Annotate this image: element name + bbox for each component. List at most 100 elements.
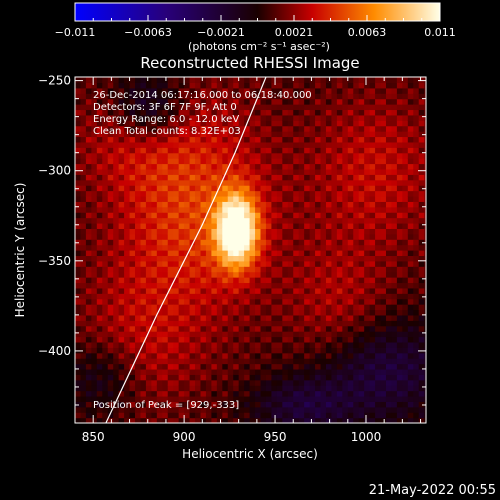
heatmap-cell [222,368,229,375]
heatmap-cell [396,250,403,257]
heatmap-cell [325,114,333,121]
heatmap-cell [304,179,311,186]
heatmap-cell [118,239,125,246]
heatmap-cell [342,401,349,408]
heatmap-cell [211,185,218,192]
heatmap-cell [216,255,223,262]
heatmap-cell [320,406,327,413]
heatmap-cell [107,228,114,235]
heatmap-cell [260,412,267,419]
heatmap-cell [178,266,185,273]
heatmap-cell [189,201,196,208]
heatmap-cell [309,325,316,332]
heatmap-cell [407,406,414,413]
heatmap-cell [402,179,409,186]
heatmap-cell [113,195,120,202]
heatmap-cell [145,331,152,338]
heatmap-cell [195,271,202,278]
heatmap-cell [96,255,103,262]
heatmap-cell [216,168,223,175]
heatmap-cell [315,98,322,105]
heatmap-cell [282,212,289,219]
heatmap-cell [222,109,229,116]
heatmap-cell [233,401,240,408]
heatmap-cell [380,347,387,354]
heatmap-cell [145,320,152,327]
heatmap-cell [347,395,354,402]
heatmap-cell [227,293,234,300]
heatmap-cell [227,109,234,116]
heatmap-cell [205,341,212,348]
heatmap-cell [287,282,294,289]
heatmap-cell [222,320,229,327]
heatmap-cell [255,179,262,186]
heatmap-cell [167,298,174,305]
heatmap-cell [107,406,114,413]
heatmap-cell [178,385,185,392]
heatmap-cell [402,368,409,375]
heatmap-cell [145,87,152,94]
heatmap-cell [347,244,354,251]
heatmap-cell [325,293,333,300]
heatmap-cell [265,390,273,397]
heatmap-cell [315,174,322,181]
heatmap-cell [385,93,393,100]
heatmap-cell [315,125,322,132]
heatmap-cell [342,277,349,284]
heatmap-cell [113,374,120,381]
heatmap-cell [287,368,294,375]
heatmap-cell [96,125,103,132]
heatmap-cell [75,104,82,111]
heatmap-cell [380,141,387,148]
heatmap-cell [233,228,240,235]
heatmap-cell [336,266,343,273]
heatmap-cell [238,109,245,116]
heatmap-cell [347,217,354,224]
heatmap-cell [178,314,185,321]
heatmap-cell [129,179,136,186]
heatmap-cell [96,131,103,138]
heatmap-cell [195,412,202,419]
heatmap-cell [358,395,365,402]
heatmap-cell [222,309,229,316]
heatmap-cell [91,190,98,197]
heatmap-cell [216,104,223,111]
heatmap-cell [424,239,426,246]
heatmap-cell [102,331,109,338]
heatmap-cell [282,179,289,186]
heatmap-cell [287,314,294,321]
heatmap-cell [222,222,229,229]
heatmap-cell [407,141,414,148]
heatmap-cell [238,131,245,138]
heatmap-cell [375,120,382,127]
heatmap-cell [156,347,163,354]
heatmap-cell [260,379,267,386]
heatmap-cell [413,314,420,321]
heatmap-cell [331,174,338,181]
heatmap-cell [375,190,382,197]
heatmap-cell [255,131,262,138]
heatmap-cell [200,309,207,316]
heatmap-cell [145,293,152,300]
heatmap-cell [364,98,371,105]
heatmap-cell [385,114,393,121]
heatmap-cell [287,320,294,327]
heatmap-cell [309,201,316,208]
heatmap-cell [298,277,305,284]
heatmap-cell [282,336,289,343]
heatmap-cell [151,104,158,111]
heatmap-cell [369,336,376,343]
heatmap-cell [96,287,103,294]
heatmap-cell [255,298,262,305]
heatmap-cell [75,98,82,105]
heatmap-cell [227,255,234,262]
heatmap-cell [385,293,393,300]
heatmap-cell [145,352,152,359]
heatmap-cell [227,390,234,397]
heatmap-cell [260,390,267,397]
heatmap-cell [244,77,251,84]
heatmap-cell [75,363,82,370]
heatmap-cell [255,347,262,354]
heatmap-cell [413,390,420,397]
heatmap-cell [222,266,229,273]
